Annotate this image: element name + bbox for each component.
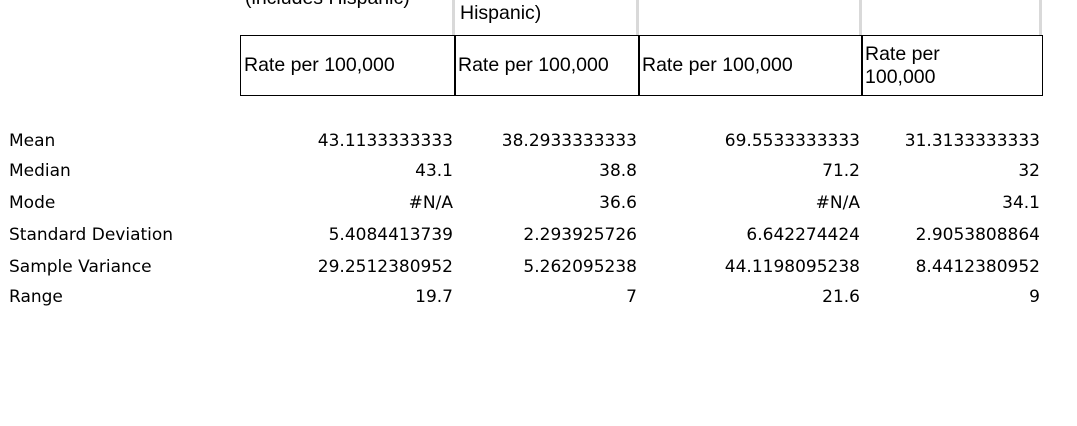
row-label: Mode [9,193,56,213]
unit-label: Rate per 100,000 [458,54,609,76]
unit-label: Rate per 100,000 [244,54,395,76]
stat-value: #N/A [815,193,860,213]
header-cell [240,0,455,35]
unit-cell: Rate per 100,000 [638,35,863,96]
column-header-text: Hispanic) [460,2,542,24]
stat-value: 5.4084413739 [328,225,453,245]
stat-value: 36.6 [599,193,637,213]
unit-cell: Rate per 100,000 [454,35,640,96]
stat-value: 43.1133333333 [317,131,453,151]
stat-value: 71.2 [822,161,860,181]
stat-value: 38.2933333333 [501,131,637,151]
stat-value: 31.3133333333 [904,131,1040,151]
row-label: Median [9,161,71,181]
unit-cell: Rate per 100,000 [240,35,456,96]
header-cell [639,0,862,35]
row-label: Sample Variance [9,257,152,277]
stat-value: 7 [626,287,637,307]
stat-value: 38.8 [599,161,637,181]
unit-label: Rate per 100,000 [642,54,793,76]
stat-value: 34.1 [1002,193,1040,213]
header-cell [455,0,639,35]
stat-value: #N/A [408,193,453,213]
stat-value: 2.293925726 [523,225,637,245]
stat-value: 32 [1018,161,1040,181]
unit-label: Rate per 100,000 [865,42,940,88]
stat-value: 2.9053808864 [915,225,1040,245]
column-header-text: (includes Hispanic) [245,0,410,10]
row-label: Range [9,287,63,307]
row-label: Standard Deviation [9,225,174,245]
stat-value: 21.6 [822,287,860,307]
row-label: Mean [9,131,56,151]
header-cell [862,0,1042,35]
stat-value: 8.4412380952 [915,257,1040,277]
stat-value: 43.1 [415,161,453,181]
stat-value: 5.262095238 [523,257,637,277]
stat-value: 19.7 [415,287,453,307]
stat-value: 44.1198095238 [724,257,860,277]
stat-value: 69.5533333333 [724,131,860,151]
stat-value: 6.642274424 [746,225,860,245]
stat-value: 29.2512380952 [317,257,453,277]
unit-cell: Rate per 100,000 [861,35,1043,96]
stat-value: 9 [1029,287,1040,307]
